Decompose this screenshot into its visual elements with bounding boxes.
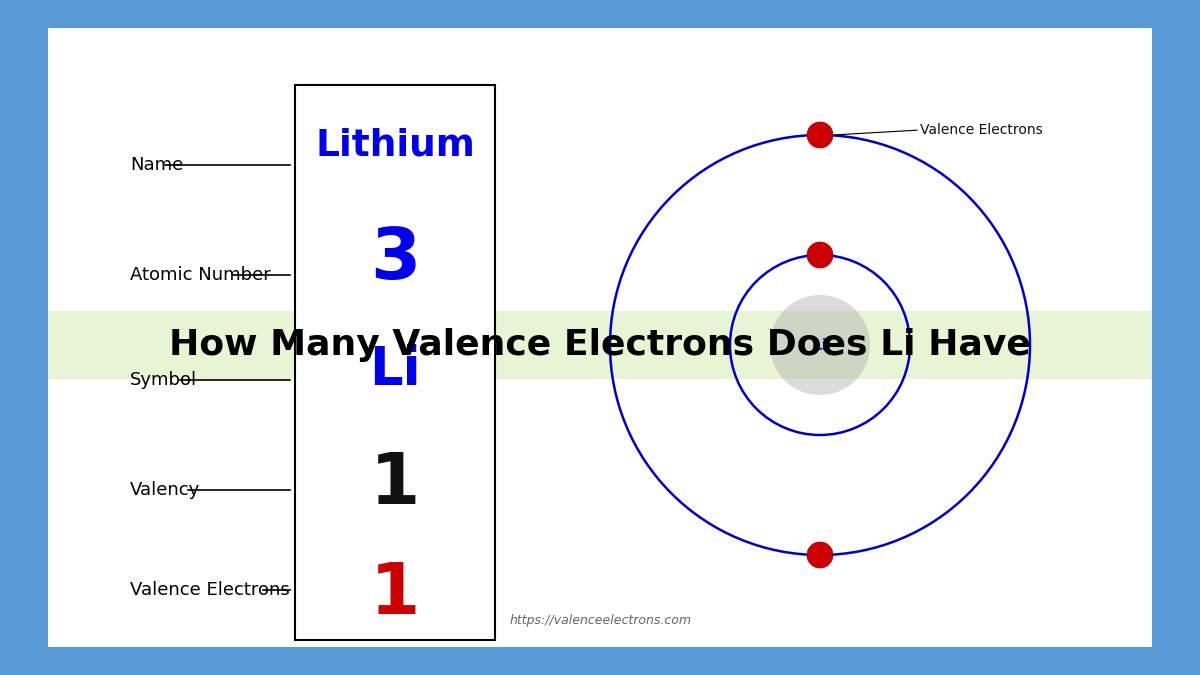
Ellipse shape — [770, 295, 870, 395]
Text: 1: 1 — [370, 450, 420, 520]
Text: Valence Electrons: Valence Electrons — [920, 123, 1043, 137]
Text: 3: 3 — [370, 225, 420, 294]
Text: 1: 1 — [370, 560, 420, 630]
Circle shape — [808, 122, 833, 148]
Text: Symbol: Symbol — [130, 371, 197, 389]
Text: Lithium: Lithium — [316, 127, 475, 163]
Text: Valence Electrons: Valence Electrons — [130, 581, 289, 599]
Text: How Many Valence Electrons Does Li Have: How Many Valence Electrons Does Li Have — [169, 328, 1031, 362]
Bar — [295, 85, 496, 640]
Text: Li: Li — [370, 344, 421, 396]
Text: Name: Name — [130, 156, 184, 174]
Text: https://valenceelectrons.com: https://valenceelectrons.com — [510, 614, 692, 627]
Circle shape — [808, 542, 833, 568]
Text: Li: Li — [812, 338, 827, 352]
Text: Valency: Valency — [130, 481, 200, 499]
Text: Atomic Number: Atomic Number — [130, 266, 271, 284]
Bar — [48, 311, 1152, 379]
Circle shape — [808, 242, 833, 268]
